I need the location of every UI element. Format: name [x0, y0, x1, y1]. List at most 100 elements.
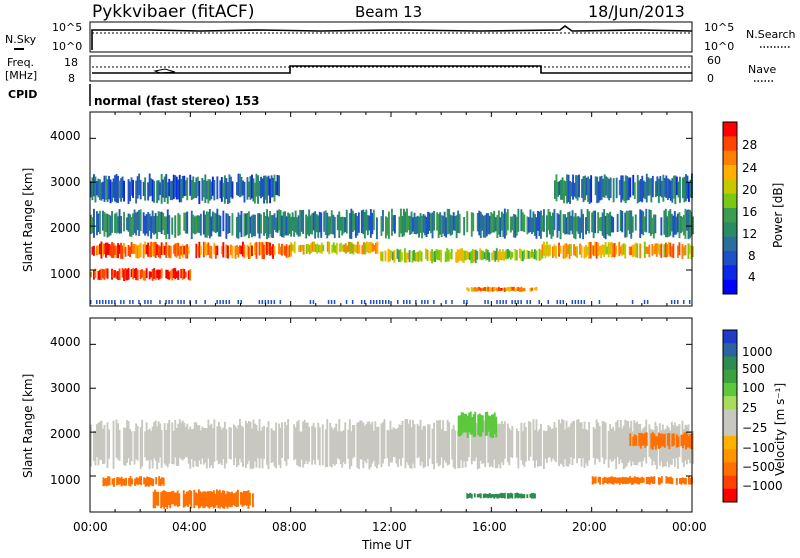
- power-colorbar-swatch: [723, 165, 737, 180]
- velocity-cell: [604, 422, 607, 460]
- power-cell: [445, 217, 448, 238]
- power-cell: [175, 271, 178, 278]
- power-cell: [529, 251, 532, 259]
- power-cell: [93, 270, 95, 280]
- power-cell: [305, 214, 308, 239]
- velocity-cell: [228, 427, 231, 459]
- power-cell: [306, 216, 309, 235]
- power-cell: [688, 182, 690, 202]
- velocity-cell: [249, 421, 252, 469]
- velocity-cell: [452, 424, 455, 468]
- power-cell: [470, 287, 473, 292]
- power-cell: [129, 214, 131, 237]
- power-cell: [237, 173, 240, 197]
- velocity-cell: [197, 489, 200, 509]
- power-cell: [600, 216, 603, 232]
- power-cell: [290, 216, 293, 237]
- power-cell: [666, 178, 669, 200]
- power-cell: [120, 300, 122, 304]
- power-cell: [183, 246, 186, 255]
- power-cell: [376, 241, 379, 254]
- power-cell: [512, 214, 515, 238]
- power-cell: [308, 209, 311, 237]
- power-cell: [216, 300, 218, 304]
- power-cell: [145, 214, 148, 234]
- power-cell: [159, 300, 161, 304]
- velocity-cell: [230, 427, 232, 460]
- power-cell: [438, 249, 441, 261]
- power-cell: [276, 175, 279, 196]
- power-cell: [389, 250, 391, 262]
- power-cell: [623, 181, 626, 202]
- velocity-cell: [682, 477, 684, 484]
- power-cell: [225, 244, 228, 259]
- velocity-cell: [202, 427, 205, 465]
- power-cbar-tick-16: 16: [742, 205, 757, 219]
- power-cell: [237, 300, 239, 304]
- power-cell: [157, 269, 160, 280]
- velocity-cell: [469, 492, 472, 498]
- power-cell: [567, 245, 569, 254]
- power-cell: [291, 212, 294, 231]
- power-cell: [96, 181, 98, 196]
- velocity-cell: [392, 427, 395, 457]
- power-cell: [636, 174, 639, 204]
- power-cell: [270, 215, 273, 238]
- power-cell: [177, 300, 179, 304]
- velocity-cell: [489, 416, 492, 437]
- velocity-cell: [186, 423, 189, 458]
- power-cell: [153, 216, 156, 235]
- power-cell: [407, 252, 409, 260]
- power-cell: [588, 242, 591, 259]
- power-cell: [150, 178, 153, 196]
- power-cell: [645, 246, 648, 255]
- power-cell: [196, 176, 199, 196]
- power-cell: [357, 212, 360, 233]
- power-cell: [219, 180, 222, 199]
- power-cell: [115, 212, 118, 234]
- velocity-cell: [491, 494, 494, 498]
- power-cell: [270, 175, 273, 198]
- power-cell: [117, 216, 119, 233]
- power-cell: [505, 249, 508, 260]
- velocity-cell: [176, 490, 179, 507]
- power-ytick-2000: 2000: [50, 221, 81, 235]
- power-cell: [499, 288, 502, 291]
- power-cell: [636, 243, 639, 258]
- power-cell: [651, 217, 654, 235]
- power-cell: [506, 248, 509, 259]
- power-cell: [683, 176, 686, 203]
- plot-title: Pykkvibaer (fitACF): [92, 2, 254, 22]
- velocity-cell: [577, 419, 580, 459]
- velocity-cell: [100, 420, 103, 461]
- power-cell: [93, 208, 95, 238]
- power-cell: [621, 244, 624, 256]
- velocity-cell: [443, 431, 446, 461]
- power-cell: [541, 215, 544, 232]
- velocity-cell: [571, 421, 574, 466]
- velocity-cell: [609, 476, 612, 484]
- velocity-cell: [215, 489, 218, 506]
- velocity-cell: [632, 436, 635, 447]
- velocity-cell: [284, 422, 286, 462]
- velocity-cell: [144, 431, 147, 458]
- velocity-cell: [329, 423, 332, 467]
- power-cell: [521, 288, 524, 292]
- velocity-cell: [627, 477, 630, 484]
- velocity-cell: [161, 490, 164, 507]
- velocity-cell: [178, 493, 181, 507]
- power-cell: [199, 213, 202, 236]
- power-cell: [515, 216, 518, 236]
- power-cell: [123, 211, 125, 232]
- power-cell: [568, 244, 571, 259]
- velocity-cell: [305, 422, 308, 461]
- velocity-cell: [117, 477, 120, 485]
- power-cell: [672, 175, 675, 199]
- freq-tick-bottom-left: 8: [68, 72, 75, 85]
- power-cell: [638, 180, 641, 203]
- power-cell: [538, 211, 541, 237]
- power-cell: [466, 300, 468, 304]
- power-cell: [565, 243, 568, 258]
- power-cell: [204, 242, 207, 256]
- power-colorbar-swatch: [723, 122, 737, 137]
